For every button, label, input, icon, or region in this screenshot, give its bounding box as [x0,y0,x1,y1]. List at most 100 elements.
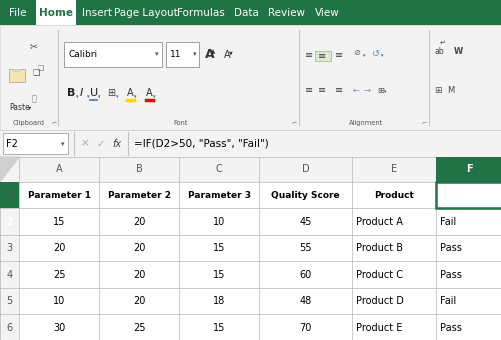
Text: ▾: ▾ [76,94,79,99]
Text: ⊞: ⊞ [433,86,441,95]
Text: 48: 48 [299,296,311,306]
Bar [435,157,501,182]
Text: 3: 3 [7,243,13,253]
Text: ▾: ▾ [153,94,155,99]
Text: 20: 20 [133,296,145,306]
Text: ▾: ▾ [362,53,365,58]
Bar [64,42,162,67]
Text: F2: F2 [6,139,18,149]
Text: ▾: ▾ [87,94,89,99]
Text: F: F [465,165,471,174]
Text: 20: 20 [133,270,145,279]
Text: 15: 15 [53,217,65,226]
Text: 2: 2 [6,217,13,226]
Text: ⌐: ⌐ [291,121,296,126]
Text: A: A [146,88,152,99]
Text: B: B [135,165,142,174]
Text: ✂: ✂ [30,41,38,51]
Text: U: U [90,88,98,99]
Text: Paste: Paste [9,103,30,112]
Text: ▾: ▾ [155,52,158,57]
Bar [36,0,76,25]
Text: 20: 20 [133,243,145,253]
Bar [0,157,501,340]
Bar [166,42,198,67]
Text: M: M [446,86,453,95]
Text: Product D: Product D [356,296,403,306]
Text: Pass: Pass [439,323,461,333]
Text: 1: 1 [7,190,13,200]
Text: Clipboard: Clipboard [13,120,45,126]
Text: 18: 18 [212,296,225,306]
Text: ▼: ▼ [228,50,232,55]
Text: B: B [67,88,75,99]
Text: Product B: Product B [356,243,402,253]
Text: 60: 60 [299,270,311,279]
Text: ⊞: ⊞ [376,86,383,95]
Text: Insert: Insert [82,7,112,18]
Text: Product: Product [373,190,413,200]
Text: ←: ← [352,86,359,95]
Text: ▾: ▾ [28,105,31,109]
Text: ⌐: ⌐ [421,121,426,126]
Text: C: C [215,165,222,174]
Text: A: A [204,48,214,61]
Text: ≡: ≡ [318,85,326,95]
Text: A: A [56,165,62,174]
Text: 70: 70 [299,323,311,333]
Text: =IF(D2>50, "Pass", "Fail"): =IF(D2>50, "Pass", "Fail") [134,139,268,149]
Text: ⊘: ⊘ [352,48,359,57]
Bar [0,182,19,208]
Text: Pass: Pass [439,243,461,253]
Text: Calibri: Calibri [68,50,97,59]
Text: Home: Home [39,7,73,18]
Text: ≡: ≡ [318,51,326,61]
Text: 20: 20 [133,217,145,226]
Text: ×: × [80,139,89,149]
Text: View: View [314,7,339,18]
Text: Parameter 3: Parameter 3 [187,190,250,200]
Text: 20: 20 [53,243,65,253]
Text: ⌐: ⌐ [51,121,56,126]
Bar [0,130,501,157]
Text: ↵: ↵ [438,40,444,46]
Text: ✓: ✓ [96,139,104,149]
Text: A: A [127,88,133,99]
Text: ≡: ≡ [335,50,343,59]
Text: ▾: ▾ [61,141,64,147]
Text: ↺: ↺ [371,49,379,58]
Text: Font: Font [173,120,187,126]
Text: Quality Score: Quality Score [271,190,339,200]
Text: 25: 25 [53,270,65,279]
Bar [315,51,331,62]
Text: Parameter 1: Parameter 1 [28,190,90,200]
Text: ≡: ≡ [305,50,313,59]
Text: ▾: ▾ [116,94,118,99]
Bar [13,69,21,72]
Text: fx: fx [112,139,121,149]
Text: I: I [79,88,82,99]
Text: ≡: ≡ [335,85,343,95]
Text: ▾: ▾ [134,94,136,99]
Text: Page Layout: Page Layout [114,7,177,18]
Text: 5: 5 [7,296,13,306]
Text: ▾: ▾ [383,89,386,95]
Text: ▲: ▲ [211,49,215,54]
Bar [3,133,68,154]
Text: 15: 15 [212,270,225,279]
Text: Formulas: Formulas [176,7,224,18]
Text: 30: 30 [53,323,65,333]
Text: 25: 25 [133,323,145,333]
Text: Data: Data [234,7,259,18]
Text: 15: 15 [212,243,225,253]
Bar [435,182,501,208]
Text: 🖌: 🖌 [32,94,37,103]
Text: A: A [223,50,230,59]
Text: Review: Review [268,7,305,18]
Text: ❑: ❑ [33,68,40,77]
Text: 15: 15 [212,323,225,333]
Text: Parameter 2: Parameter 2 [107,190,170,200]
Text: ▾: ▾ [380,53,382,58]
Text: ▾: ▾ [98,94,101,99]
Text: 4: 4 [7,270,13,279]
